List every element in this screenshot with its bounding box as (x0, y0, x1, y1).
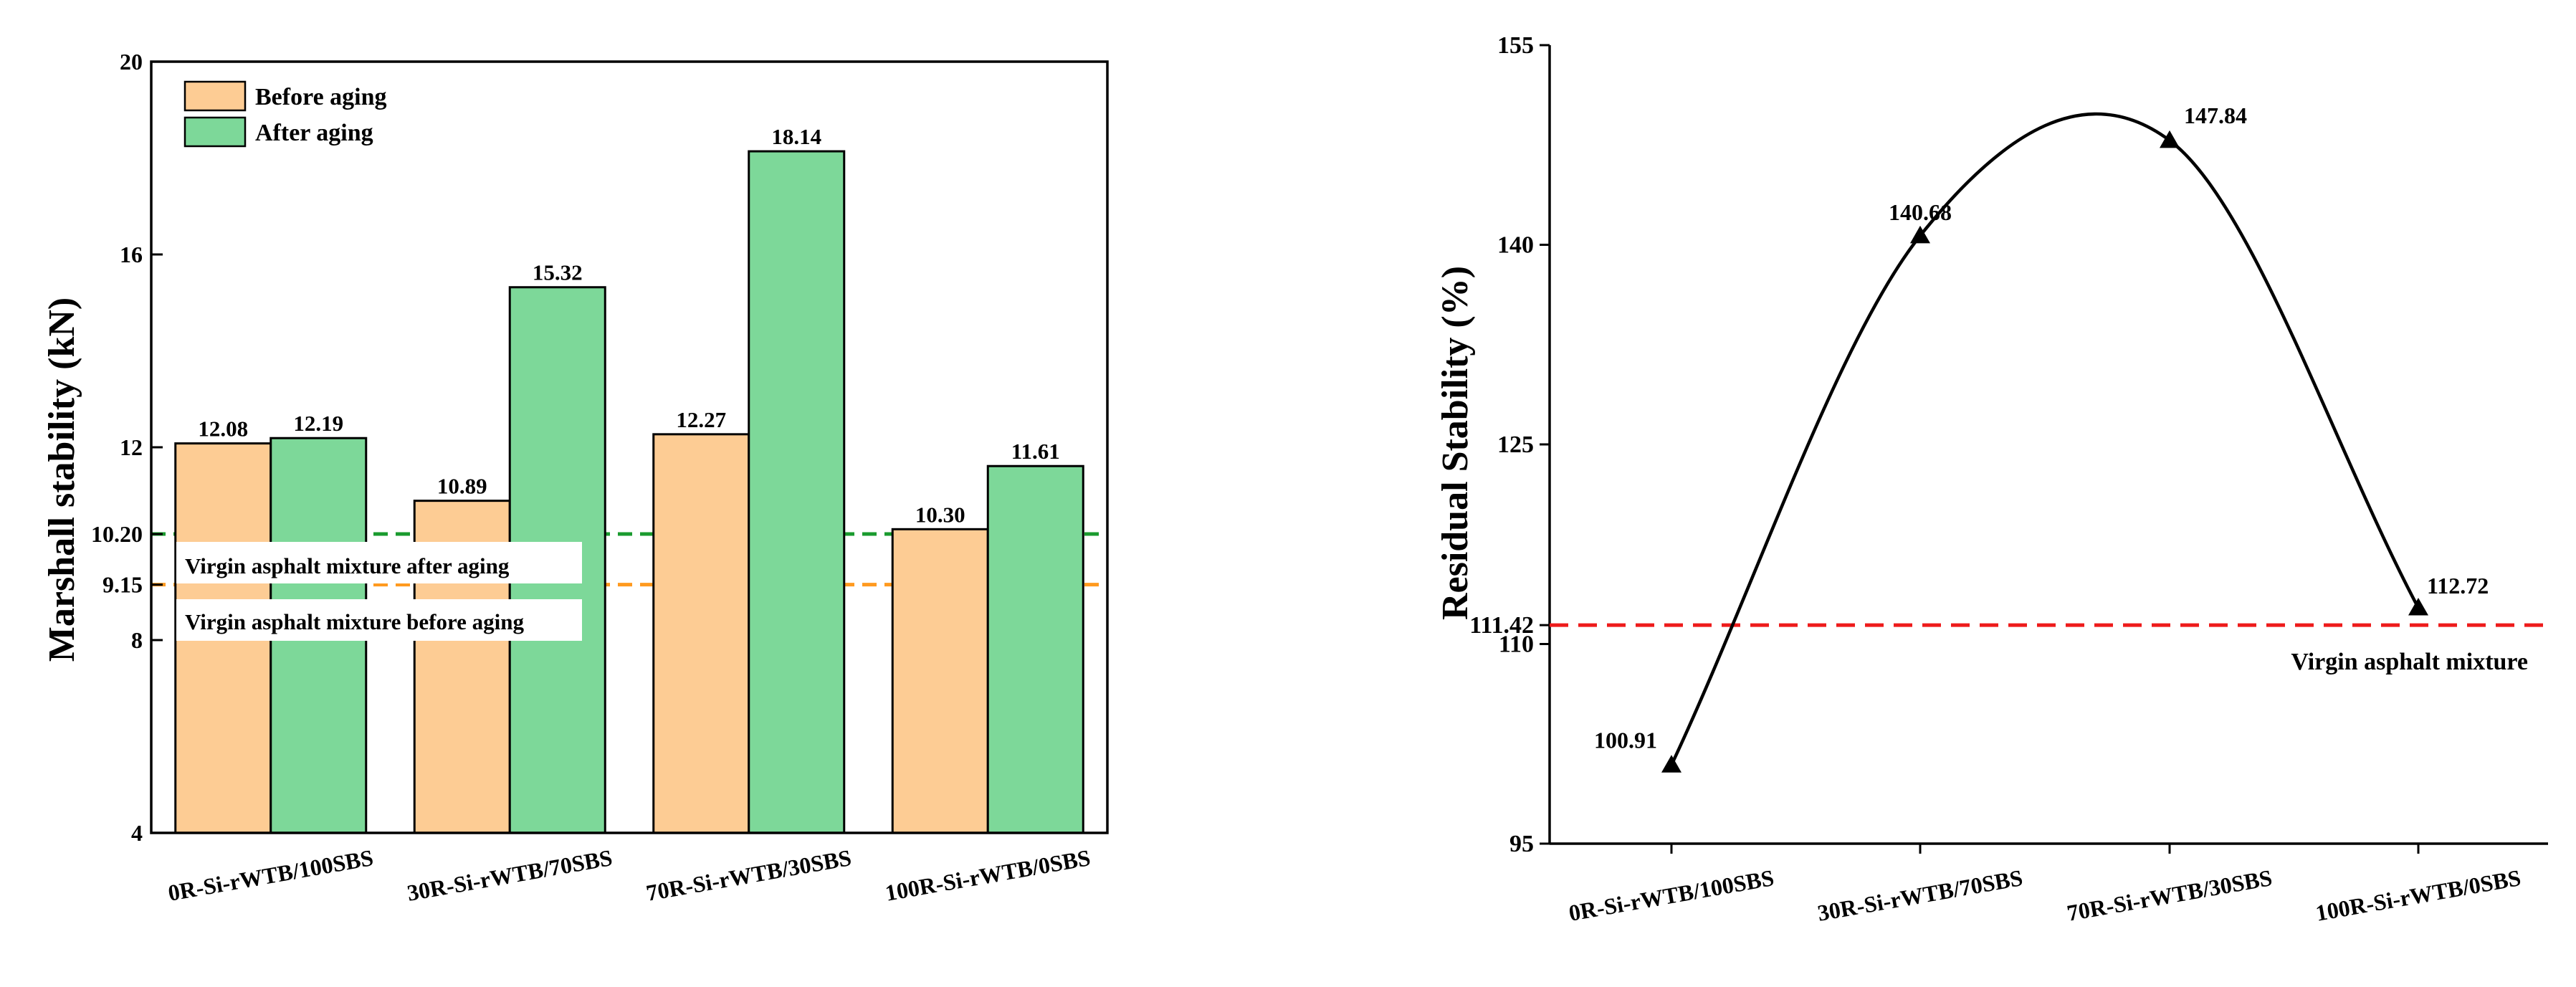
ref-label-bg-before (176, 599, 582, 641)
x-tick-label: 70R-Si-rWTB/30SBS (2065, 864, 2274, 926)
legend: Before aging After aging (183, 80, 387, 148)
data-point-label: 100.91 (1594, 727, 1657, 753)
bar-value-label: 10.30 (915, 502, 965, 527)
data-point-marker (2408, 597, 2428, 616)
x-tick-label: 0R-Si-rWTB/100SBS (1567, 864, 1776, 926)
data-point-marker (1910, 225, 1930, 244)
bar-before-aging-3 (891, 528, 989, 834)
data-point-markers (1661, 130, 2428, 773)
y-tick-label: 20 (120, 49, 143, 75)
y-tick-label: 16 (120, 242, 143, 267)
bar-value-label: 12.19 (293, 411, 343, 436)
y-tick-label: 8 (131, 627, 143, 653)
y-tick-label: 125 (1497, 431, 1534, 458)
y-tick-label: 12 (120, 434, 143, 460)
y-tick-label: 155 (1497, 32, 1534, 59)
bar-value-label: 18.14 (771, 124, 821, 149)
bar-chart-y-axis-label: Marshall stability (kN) (42, 297, 82, 662)
x-axis-tick-labels: 0R-Si-rWTB/100SBS 30R-Si-rWTB/70SBS 70R-Si… (166, 844, 1092, 906)
x-tick-label: 30R-Si-rWTB/70SBS (405, 844, 614, 906)
y-tick-label: 111.42 (1469, 612, 1534, 639)
y-axis-ticks: 4 8 9.15 10.20 12 16 20 (91, 49, 163, 846)
y-tick-label: 10.20 (91, 521, 143, 547)
y-tick-label: 9.15 (102, 572, 143, 598)
legend-swatch-after (183, 116, 247, 148)
x-tick-label: 30R-Si-rWTB/70SBS (1816, 864, 2025, 926)
bar-value-label: 10.89 (437, 474, 487, 499)
marshall-stability-chart: Marshall stability (kN) 12.08 12.1910.891… (42, 49, 1109, 906)
x-tick-label: 70R-Si-rWTB/30SBS (644, 844, 854, 906)
x-tick-label: 100R-Si-rWTB/0SBS (883, 844, 1092, 906)
data-point-labels: 100.91 140.68 147.84 112.72 (1594, 102, 2489, 753)
data-point-marker (1661, 755, 1681, 773)
x-tick-label: 0R-Si-rWTB/100SBS (166, 844, 376, 906)
data-point-label: 140.68 (1889, 199, 1952, 225)
legend-label-after: After aging (255, 120, 373, 146)
bar-before-aging-2 (652, 433, 750, 834)
bars (174, 150, 1084, 834)
reference-line-labels: Virgin asphalt mixture after aging Virgi… (176, 542, 582, 641)
bar-value-label: 15.32 (533, 260, 583, 285)
bar-value-label: 11.61 (1011, 439, 1060, 464)
bar-value-label: 12.08 (198, 416, 248, 442)
y-tick-label: 110 (1499, 631, 1534, 658)
bar-after-aging-2 (748, 150, 846, 834)
bar-after-aging-3 (986, 464, 1084, 834)
y-tick-label: 95 (1509, 831, 1534, 857)
data-point-label: 112.72 (2427, 573, 2489, 599)
x-tick-label: 100R-Si-rWTB/0SBS (2314, 864, 2523, 926)
legend-label-before: Before aging (255, 84, 387, 110)
x-axis-tick-labels: 0R-Si-rWTB/100SBS 30R-Si-rWTB/70SBS 70R-Si… (1567, 844, 2523, 926)
y-tick-label: 140 (1497, 232, 1534, 259)
legend-swatch-before (183, 80, 247, 112)
residual-stability-curve (1669, 112, 2420, 766)
data-point-marker (2160, 130, 2180, 148)
line-chart-y-axis-label: Residual Stability (%) (1435, 266, 1476, 620)
bar-value-labels: 12.08 12.19 10.89 15.32 12.27 18.14 10.30 11.61 (198, 124, 1059, 527)
data-point-label: 147.84 (2184, 102, 2247, 128)
line-chart-axes (1548, 45, 2548, 845)
ref-label-virgin: Virgin asphalt mixture (2291, 649, 2528, 675)
ref-label-after: Virgin asphalt mixture after aging (185, 553, 510, 578)
ref-label-before: Virgin asphalt mixture before aging (185, 609, 525, 634)
ref-label-bg-after (176, 542, 582, 583)
bar-value-label: 12.27 (676, 407, 726, 432)
y-tick-label: 4 (131, 820, 143, 846)
residual-stability-chart: Residual Stability (%) Virgin asphalt mi… (1435, 32, 2548, 926)
